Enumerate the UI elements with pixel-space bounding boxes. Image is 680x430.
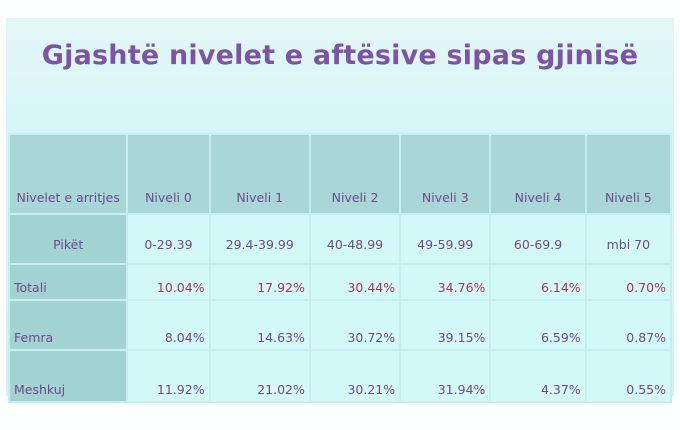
header-cell: Niveli 3: [399, 133, 492, 215]
cell: 6.59%: [489, 299, 587, 351]
cell: 21.02%: [208, 349, 311, 403]
cell: 39.15%: [399, 299, 492, 351]
table-row: Pikët 0-29.39 29.4-39.99 40-48.99 49-59.…: [7, 213, 673, 265]
cell: 30.72%: [308, 299, 402, 351]
cell: 11.92%: [126, 349, 211, 403]
cell: 34.76%: [399, 263, 492, 301]
table-row: Meshkuj 11.92% 21.02% 30.21% 31.94% 4.37…: [7, 349, 673, 403]
table-row: Totali 10.04% 17.92% 30.44% 34.76% 6.14%…: [7, 263, 673, 301]
cell: 0.70%: [584, 263, 673, 301]
cell: 30.44%: [308, 263, 402, 301]
corner-label: Nivelet e arritjes: [7, 133, 129, 215]
table-row: Femra 8.04% 14.63% 30.72% 39.15% 6.59% 0…: [7, 299, 673, 351]
header-row: Nivelet e arritjes Niveli 0 Niveli 1 Niv…: [7, 133, 673, 215]
cell: 14.63%: [208, 299, 311, 351]
row-label: Pikët: [7, 213, 129, 265]
cell: 31.94%: [399, 349, 492, 403]
header-cell: Niveli 2: [308, 133, 402, 215]
cell: 10.04%: [126, 263, 211, 301]
cell: 0.55%: [584, 349, 673, 403]
header-cell: Niveli 4: [489, 133, 587, 215]
cell: 0-29.39: [126, 213, 211, 265]
row-label: Meshkuj: [7, 349, 129, 403]
cell: 29.4-39.99: [208, 213, 311, 265]
cell: 6.14%: [489, 263, 587, 301]
slide: Gjashtë nivelet e aftësive sipas gjinisë…: [6, 18, 674, 403]
header-cell: Niveli 5: [584, 133, 673, 215]
slide-title: Gjashtë nivelet e aftësive sipas gjinisë: [41, 40, 639, 71]
header-cell: Niveli 0: [126, 133, 211, 215]
cell: mbi 70: [584, 213, 673, 265]
row-label: Femra: [7, 299, 129, 351]
levels-table: Nivelet e arritjes Niveli 0 Niveli 1 Niv…: [7, 133, 673, 403]
header-cell: Niveli 1: [208, 133, 311, 215]
cell: 4.37%: [489, 349, 587, 403]
cell: 40-48.99: [308, 213, 402, 265]
cell: 0.87%: [584, 299, 673, 351]
cell: 30.21%: [308, 349, 402, 403]
cell: 17.92%: [208, 263, 311, 301]
cell: 60-69.9: [489, 213, 587, 265]
row-label: Totali: [7, 263, 129, 301]
cell: 49-59.99: [399, 213, 492, 265]
cell: 8.04%: [126, 299, 211, 351]
